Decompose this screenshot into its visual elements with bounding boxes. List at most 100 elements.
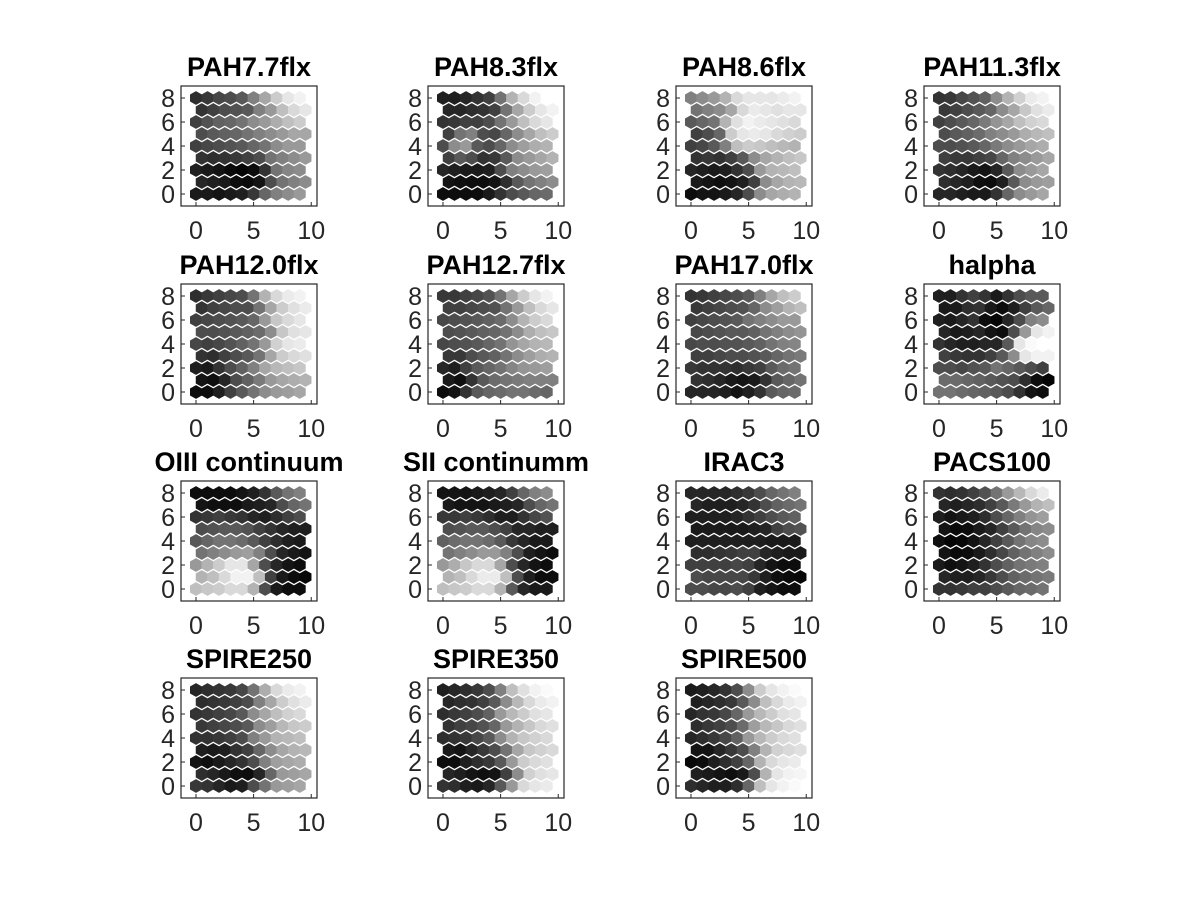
hex-cell <box>236 385 249 399</box>
hex-cell <box>713 498 726 512</box>
hex-cell <box>494 163 507 177</box>
hex-cell <box>1013 558 1026 572</box>
hex-cell <box>529 289 542 303</box>
hex-cell <box>241 373 254 387</box>
hex-cell <box>950 127 963 141</box>
hex-cell <box>719 115 732 129</box>
hex-cell <box>932 582 945 596</box>
hex-cell <box>1025 582 1038 596</box>
hex-cell <box>270 486 283 500</box>
hex-cell <box>759 522 772 536</box>
hex-cell <box>1002 558 1015 572</box>
hex-cell <box>436 139 449 153</box>
hex-cell <box>996 498 1009 512</box>
hex-cell <box>448 91 461 105</box>
hex-cell <box>247 486 260 500</box>
hex-cell <box>956 187 969 201</box>
hex-cell <box>201 91 214 105</box>
hex-cell <box>500 325 513 339</box>
x-tick-label: 0 <box>932 415 946 443</box>
hex-cell <box>794 767 807 781</box>
hex-cell <box>788 91 801 105</box>
hex-cell <box>1036 486 1049 500</box>
hex-cell <box>777 683 790 697</box>
hex-cell <box>967 385 980 399</box>
hex-cell <box>540 731 553 745</box>
hex-cell <box>534 719 547 733</box>
hex-cell <box>270 385 283 399</box>
hex-cell <box>247 707 260 721</box>
x-tick-label: 10 <box>792 809 820 837</box>
hex-cell <box>1002 139 1015 153</box>
hex-cell <box>759 695 772 709</box>
hex-cell <box>270 289 283 303</box>
x-tick-label: 5 <box>247 809 261 837</box>
hex-cell <box>506 510 519 524</box>
hex-cell <box>454 522 467 536</box>
hex-cell <box>788 731 801 745</box>
x-tick-label: 10 <box>792 217 820 245</box>
hex-cell <box>967 115 980 129</box>
hex-cell <box>201 707 214 721</box>
hex-cell <box>759 151 772 165</box>
hex-cell <box>448 683 461 697</box>
hex-cell <box>765 337 778 351</box>
hex-cell <box>259 163 272 177</box>
hex-cell <box>540 779 553 793</box>
hex-cell <box>979 582 992 596</box>
hex-cell <box>765 755 778 769</box>
hex-cell <box>241 767 254 781</box>
hex-cell <box>270 91 283 105</box>
hex-cell <box>944 361 957 375</box>
hex-cell <box>546 373 559 387</box>
hex-cell <box>224 115 237 129</box>
hex-cell <box>213 313 226 327</box>
hex-cell <box>230 767 243 781</box>
hex-cell <box>436 534 449 548</box>
hex-cell <box>189 361 202 375</box>
hex-cell <box>719 163 732 177</box>
hex-cell <box>736 743 749 757</box>
hex-cell <box>979 486 992 500</box>
hex-cell <box>442 743 455 757</box>
hex-cell <box>488 695 501 709</box>
panel-title: SPIRE500 <box>681 644 807 674</box>
hex-cell <box>195 325 208 339</box>
hex-cell <box>1002 187 1015 201</box>
hex-cell <box>748 301 761 315</box>
hex-cell <box>932 534 945 548</box>
hex-cell <box>264 127 277 141</box>
hex-cell <box>511 127 524 141</box>
hex-cell <box>287 719 300 733</box>
hex-cell <box>742 582 755 596</box>
hex-cell <box>460 115 473 129</box>
hex-cell <box>1025 361 1038 375</box>
hex-cell <box>213 779 226 793</box>
hex-cell <box>270 558 283 572</box>
hex-cell <box>213 510 226 524</box>
hex-cell <box>973 546 986 560</box>
hex-cell <box>471 534 484 548</box>
hex-cell <box>771 767 784 781</box>
hex-cell <box>259 361 272 375</box>
hex-cell <box>448 582 461 596</box>
hex-cell <box>224 313 237 327</box>
y-tick-label: 2 <box>161 749 175 777</box>
hex-cell <box>754 313 767 327</box>
hex-cell <box>1030 301 1043 315</box>
hex-cell <box>719 731 732 745</box>
hex-cell <box>777 558 790 572</box>
hex-cell <box>500 175 513 189</box>
hex-cell <box>1030 127 1043 141</box>
hex-cell <box>788 558 801 572</box>
hex-cell <box>460 313 473 327</box>
hex-cell <box>483 755 496 769</box>
hex-cell <box>247 115 260 129</box>
hex-cell <box>287 498 300 512</box>
hex-cell <box>984 127 997 141</box>
hex-cell <box>259 187 272 201</box>
hex-cell <box>736 103 749 117</box>
hex-cell <box>465 175 478 189</box>
